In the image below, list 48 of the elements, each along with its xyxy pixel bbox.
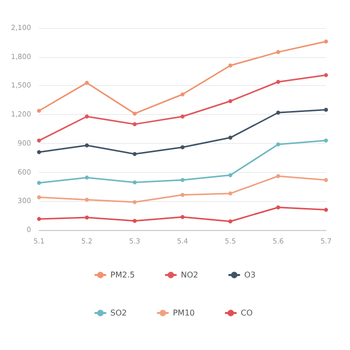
point	[84, 198, 89, 202]
point	[180, 192, 185, 197]
point	[132, 200, 137, 204]
point	[228, 136, 232, 140]
point	[84, 176, 89, 180]
point	[180, 215, 185, 220]
point	[37, 108, 42, 113]
point	[228, 191, 232, 196]
point	[228, 219, 232, 224]
legend-label: SO2	[110, 308, 127, 318]
point	[84, 215, 89, 220]
point	[276, 142, 280, 146]
point	[37, 216, 42, 221]
legend-label: CO	[240, 308, 253, 318]
point	[37, 180, 42, 185]
point	[180, 92, 185, 96]
point	[37, 195, 42, 200]
point	[132, 152, 137, 156]
point	[276, 50, 280, 54]
point	[132, 218, 137, 223]
point	[37, 150, 42, 154]
point	[324, 108, 328, 112]
point	[37, 138, 42, 143]
point	[276, 174, 280, 178]
point	[132, 180, 137, 184]
point	[276, 205, 280, 210]
legend-label: NO2	[180, 270, 198, 280]
point	[276, 80, 280, 84]
point	[132, 122, 137, 126]
legend-label: O3	[244, 270, 256, 280]
point	[84, 143, 89, 148]
point	[276, 110, 280, 115]
point	[84, 80, 89, 85]
point	[84, 114, 89, 118]
point	[324, 73, 328, 78]
point	[180, 114, 185, 118]
point	[180, 178, 185, 182]
legend-label: PM2.5	[110, 270, 135, 280]
legend-label: PM10	[172, 308, 195, 318]
point	[132, 112, 137, 116]
point	[228, 173, 232, 178]
point	[324, 39, 328, 44]
point	[324, 208, 328, 212]
point	[324, 178, 328, 182]
point	[228, 99, 232, 104]
point	[228, 64, 232, 68]
point	[324, 138, 328, 143]
point	[180, 145, 185, 150]
